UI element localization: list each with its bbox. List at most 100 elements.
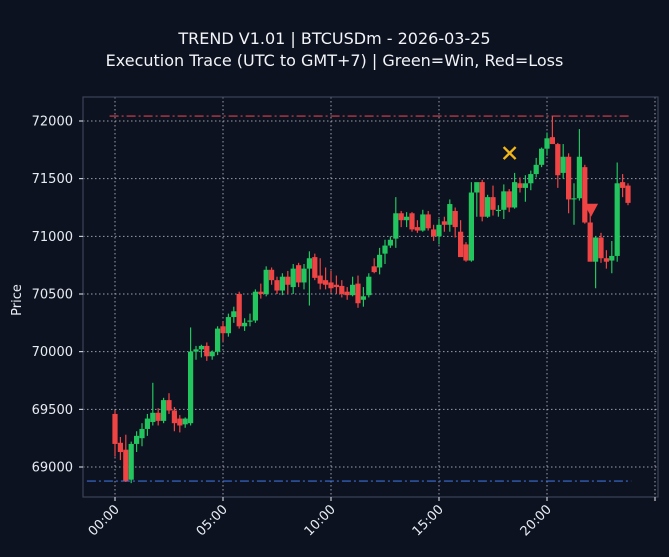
candle [182, 417, 188, 428]
candle [560, 144, 566, 179]
x-tick-label: 15:00 [410, 502, 447, 539]
candle [269, 267, 275, 285]
candle [409, 212, 415, 232]
candle [452, 207, 458, 238]
candle [323, 267, 329, 290]
candle [215, 326, 221, 356]
x-tick-label: 00:00 [86, 502, 123, 539]
candle [549, 116, 555, 145]
candle [533, 157, 539, 178]
y-tick-label: 71500 [32, 172, 73, 187]
candle [209, 350, 215, 360]
candle [474, 182, 480, 217]
candle [458, 220, 464, 258]
candle [360, 287, 366, 307]
candle [420, 209, 426, 232]
candle [431, 224, 437, 241]
y-axis: 69000 69500 70000 70500 71000 71500 72000 [32, 115, 83, 476]
y-tick-label: 70000 [32, 345, 73, 360]
candle [463, 242, 469, 262]
candle [252, 289, 258, 323]
chart-title-line2: Execution Trace (UTC to GMT+7) | Green=W… [105, 51, 564, 70]
candle [247, 313, 253, 327]
x-tick-label: 05:00 [194, 502, 231, 539]
candle [571, 183, 577, 225]
grid-lines [83, 97, 658, 497]
chart-title-line1: TREND V1.01 | BTCUSDm - 2026-03-25 [178, 29, 491, 48]
x-tick-label: 10:00 [302, 502, 339, 539]
candle [414, 220, 420, 233]
candle [128, 441, 134, 484]
candle [161, 397, 167, 424]
candle [231, 306, 237, 323]
candle [625, 183, 631, 206]
candle [296, 262, 302, 288]
candle [333, 275, 339, 294]
candle [155, 408, 161, 426]
candle [436, 219, 442, 245]
candles [112, 116, 631, 484]
candle [112, 410, 118, 457]
y-tick-label: 69500 [32, 403, 73, 418]
candle [377, 247, 383, 275]
candle [344, 287, 350, 300]
candle [404, 212, 410, 228]
candle [582, 164, 588, 224]
y-tick-label: 69000 [32, 461, 73, 476]
candle [517, 177, 523, 193]
candle [539, 147, 545, 168]
candle [263, 266, 269, 297]
y-tick-label: 70500 [32, 288, 73, 303]
candle [566, 153, 572, 214]
candle [193, 345, 199, 360]
candle [198, 344, 204, 358]
candle [544, 132, 550, 156]
candle [398, 210, 404, 228]
candle [188, 327, 194, 426]
candle [177, 415, 183, 433]
candle [258, 283, 264, 299]
candle [603, 250, 609, 269]
trade-markers [502, 146, 599, 217]
candle [339, 280, 345, 298]
candle [328, 270, 334, 293]
candle [317, 258, 323, 290]
x-axis: 00:00 05:00 10:00 15:00 20:00 [86, 497, 656, 539]
candle [506, 189, 512, 213]
candle [242, 318, 248, 331]
candle [528, 170, 534, 191]
candle [587, 208, 593, 262]
candle [441, 216, 447, 232]
candle [312, 253, 318, 281]
candle [306, 251, 312, 306]
x-marker-icon [502, 146, 517, 160]
candle [468, 182, 474, 262]
candle [614, 162, 620, 262]
candle [204, 342, 210, 361]
candle [620, 174, 626, 198]
candle [479, 179, 485, 222]
candle [593, 236, 599, 289]
candle [598, 232, 604, 263]
candle [382, 239, 388, 265]
candle [447, 199, 453, 232]
y-tick-label: 72000 [32, 115, 73, 130]
candle [555, 142, 561, 188]
candle [285, 270, 291, 294]
candle [150, 382, 156, 426]
candle [355, 275, 361, 308]
candle [220, 321, 226, 342]
candle [139, 423, 145, 447]
candle [609, 240, 615, 274]
candle [485, 194, 491, 218]
candle [279, 273, 285, 296]
y-tick-label: 71000 [32, 230, 73, 245]
candle [425, 210, 431, 231]
candle [366, 273, 372, 298]
candle [350, 276, 356, 297]
candle [301, 264, 307, 290]
y-axis-label: Price [10, 284, 25, 316]
candle [171, 407, 177, 432]
level-lines [86, 115, 632, 482]
